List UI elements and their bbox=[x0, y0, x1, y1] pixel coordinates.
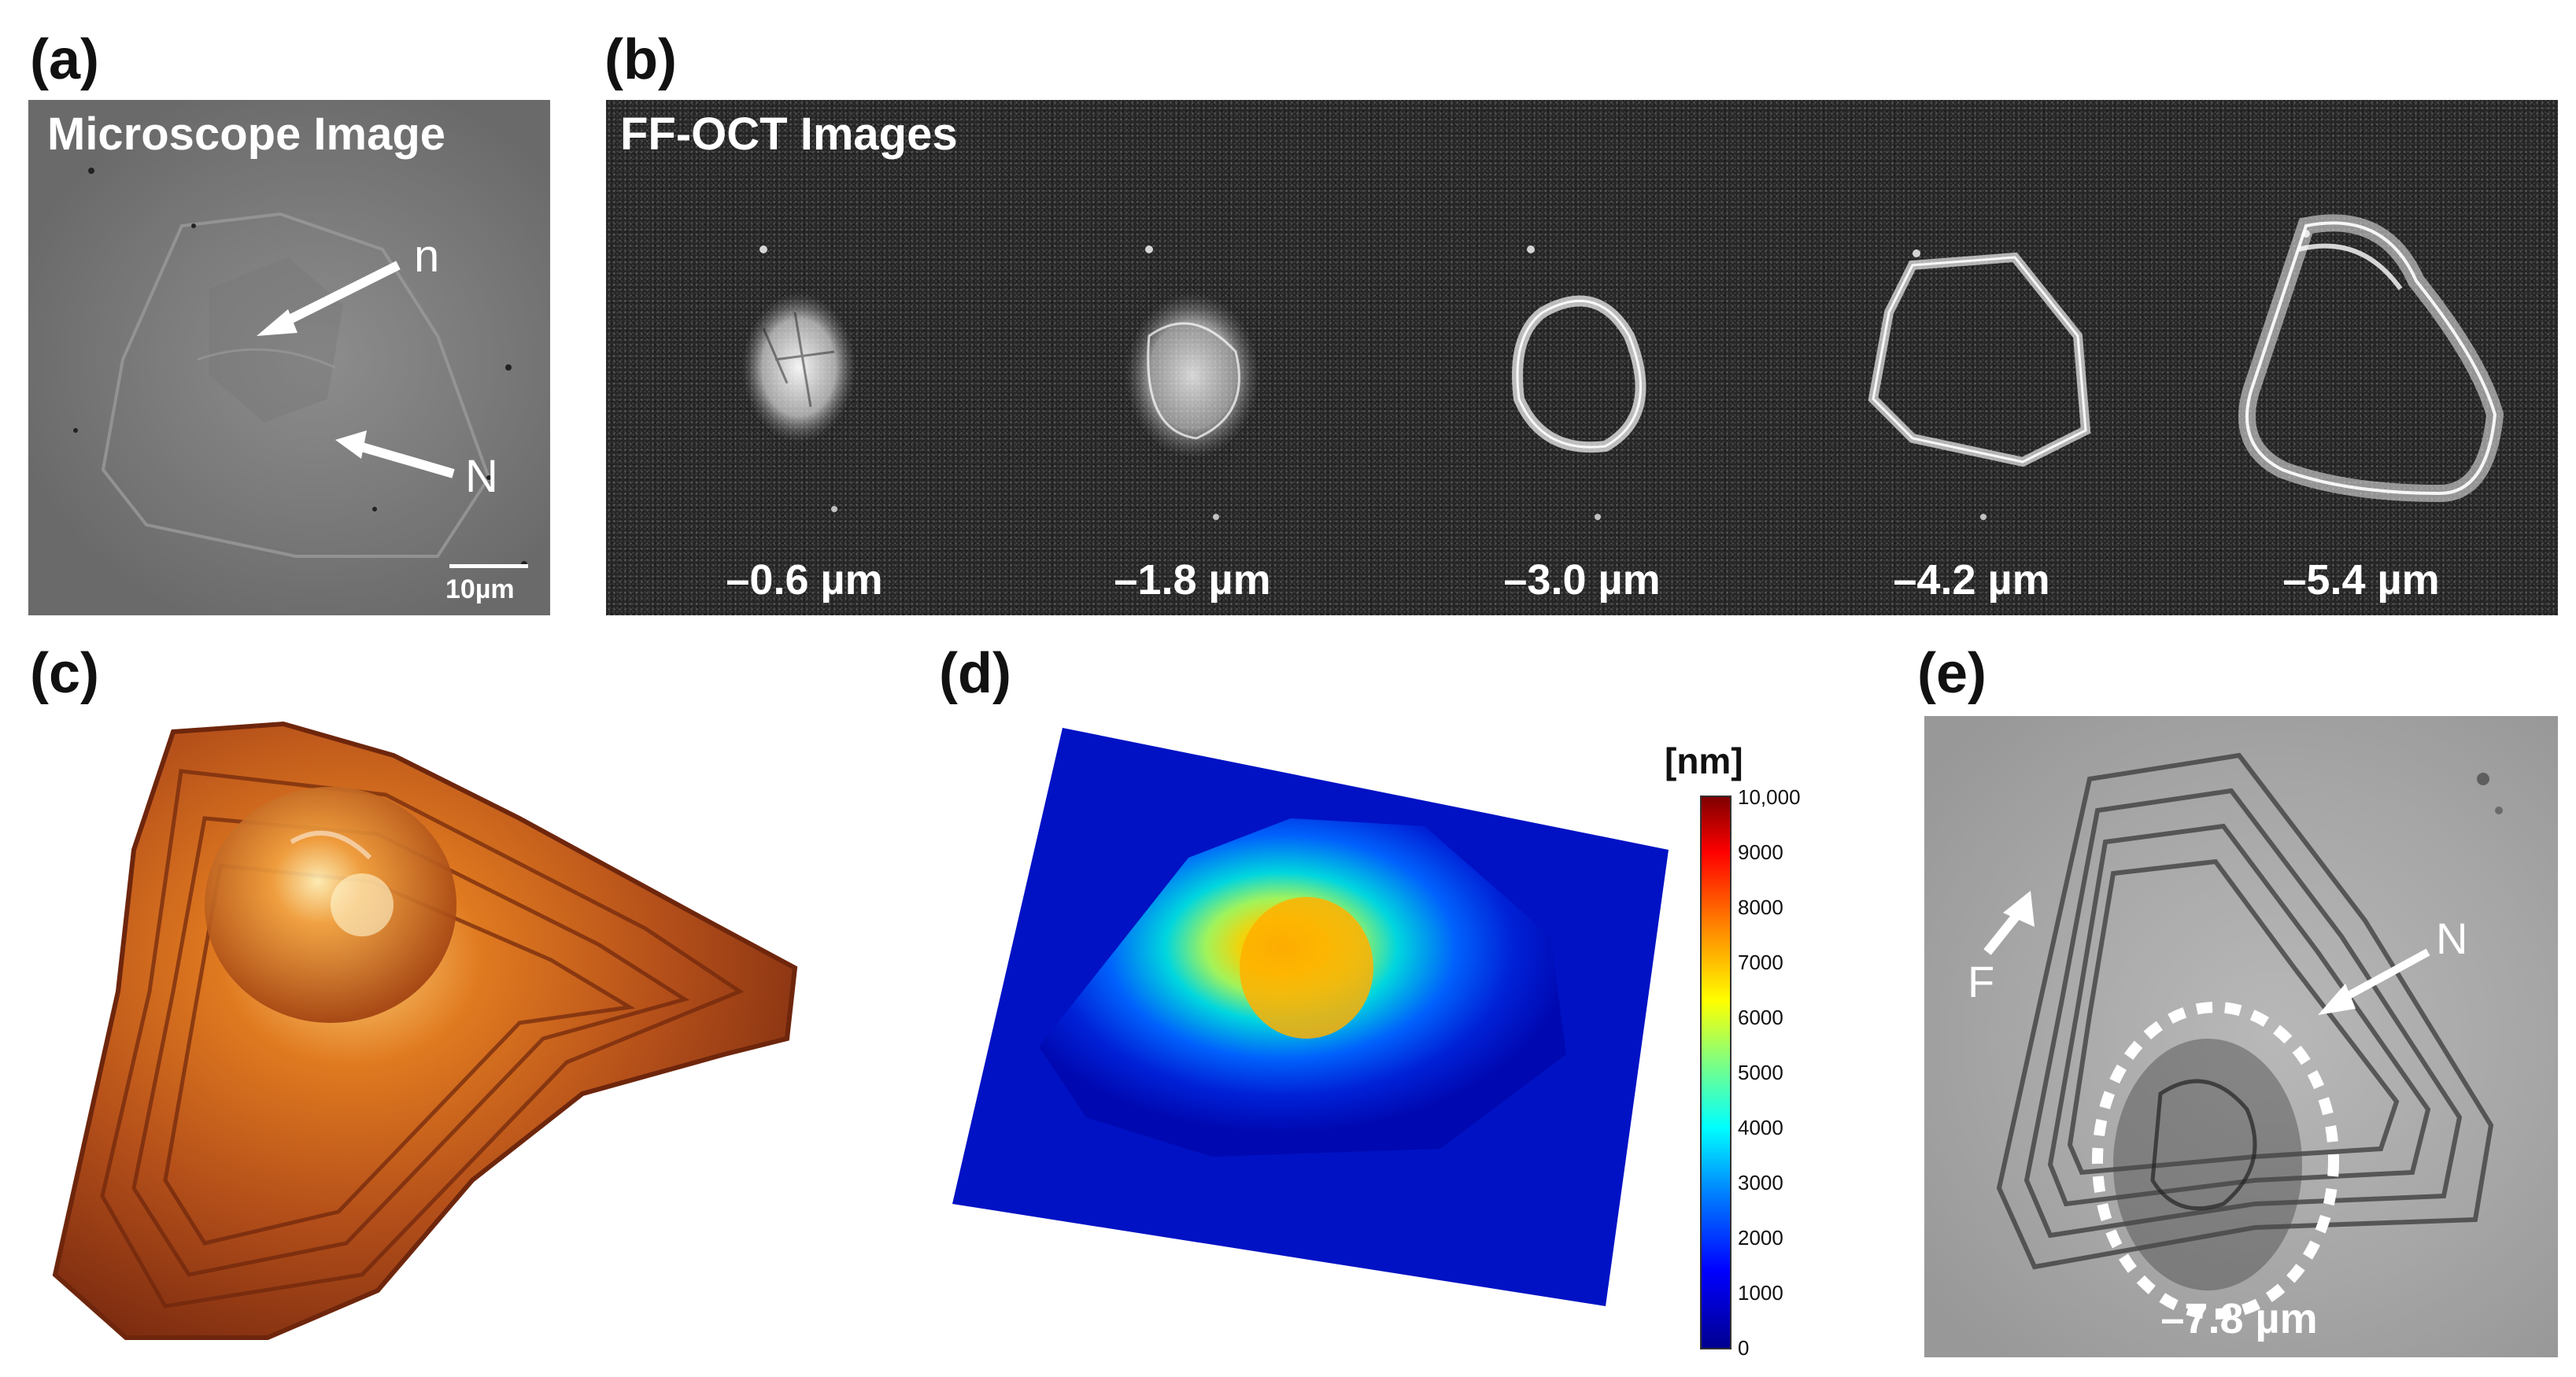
interference-cell bbox=[1996, 752, 2503, 1320]
volume-render-3d bbox=[31, 708, 819, 1361]
colorbar-ticks: 10,000 9000 8000 7000 6000 5000 4000 300… bbox=[1738, 785, 1832, 1360]
nucleus-marker-e: N bbox=[2436, 914, 2468, 963]
ff-oct-slice-2 bbox=[1125, 293, 1259, 458]
colorbar-tick-6000: 6000 bbox=[1738, 1006, 1783, 1029]
panel-e-label: (e) bbox=[1917, 642, 1987, 705]
interference-image: F N –7.8 µm bbox=[1924, 716, 2558, 1357]
colorbar-tick-10000: 10,000 bbox=[1738, 785, 1801, 809]
colorbar-tick-8000: 8000 bbox=[1738, 895, 1783, 919]
ff-oct-slice-4 bbox=[1868, 252, 2091, 467]
panel-b-label: (b) bbox=[604, 28, 677, 91]
ff-oct-slices bbox=[742, 214, 2504, 520]
ff-oct-slice-3 bbox=[1512, 295, 1646, 453]
depth-label-2: –1.8 µm bbox=[1114, 556, 1271, 604]
depth-label-e: –7.8 µm bbox=[2160, 1295, 2318, 1342]
colorbar-tick-1000: 1000 bbox=[1738, 1281, 1783, 1305]
panel-c-label: (c) bbox=[30, 642, 99, 705]
colorbar-tick-3000: 3000 bbox=[1738, 1171, 1783, 1194]
microscope-title: Microscope Image bbox=[47, 109, 446, 160]
nucleus-marker: N bbox=[465, 451, 498, 502]
height-surface bbox=[952, 728, 1669, 1306]
ff-oct-slice-5 bbox=[2238, 214, 2504, 503]
cell-3d-render bbox=[52, 721, 798, 1340]
colorbar-tick-5000: 5000 bbox=[1738, 1061, 1783, 1084]
microscope-image: Microscope Image n N 10µm bbox=[28, 100, 550, 615]
colorbar-tick-9000: 9000 bbox=[1738, 840, 1783, 864]
scale-bar-label: 10µm bbox=[445, 574, 515, 604]
depth-label-1: –0.6 µm bbox=[726, 556, 883, 604]
colorbar-tick-2000: 2000 bbox=[1738, 1226, 1783, 1250]
panel-a-label: (a) bbox=[30, 28, 99, 91]
colorbar-tick-4000: 4000 bbox=[1738, 1116, 1783, 1139]
microscope-arrows bbox=[257, 260, 455, 478]
panel-d-label: (d) bbox=[939, 642, 1011, 705]
interference-arrows bbox=[1983, 891, 2430, 1015]
depth-label-5: –5.4 µm bbox=[2282, 556, 2440, 604]
scale-bar bbox=[449, 564, 528, 568]
colorbar-unit: [nm] bbox=[1665, 740, 1743, 781]
colorbar-tick-7000: 7000 bbox=[1738, 951, 1783, 974]
microscope-cell-outline bbox=[73, 168, 527, 567]
ff-oct-images: FF-OCT Images bbox=[606, 100, 2558, 615]
depth-label-3: –3.0 µm bbox=[1503, 556, 1661, 604]
height-map-3d bbox=[952, 708, 1708, 1306]
colorbar-tick-0: 0 bbox=[1738, 1336, 1750, 1360]
depth-label-4: –4.2 µm bbox=[1893, 556, 2050, 604]
ff-oct-slice-1 bbox=[742, 293, 856, 442]
nucleolus-marker: n bbox=[414, 231, 440, 282]
colorbar bbox=[1700, 796, 1732, 1349]
filopodia-marker: F bbox=[1968, 957, 1995, 1006]
ff-oct-title: FF-OCT Images bbox=[620, 109, 958, 160]
